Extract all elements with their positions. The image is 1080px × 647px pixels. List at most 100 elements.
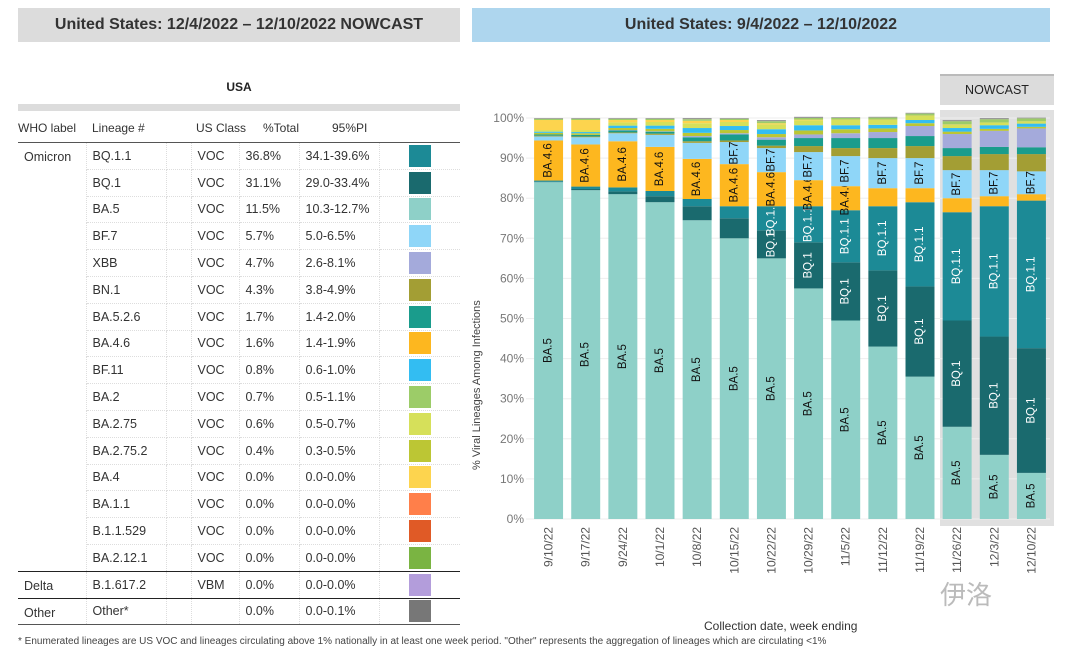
swatch-cell <box>379 384 460 411</box>
bar-segment <box>646 122 675 126</box>
bar-segment <box>571 187 600 189</box>
bar-label: BA.4.6 <box>728 168 740 203</box>
bar-segment <box>571 189 600 190</box>
x-tick-label: 11/12/22 <box>876 527 890 573</box>
pi-cell: 0.5-1.1% <box>299 384 379 411</box>
class-cell: VOC <box>191 223 239 250</box>
swatch-cell <box>379 330 460 357</box>
bar-label: BA.5 <box>1025 483 1037 508</box>
bar-segment <box>534 136 563 140</box>
swatch-cell <box>379 598 460 625</box>
lineage-cell: B.1.1.529 <box>86 518 166 545</box>
bar-segment <box>720 133 749 134</box>
bar-segment <box>794 130 823 134</box>
bar-segment <box>683 137 712 141</box>
bar-label: BQ.1.1 <box>840 218 852 254</box>
lineage-cell: Other* <box>86 598 166 625</box>
bar-segment <box>683 133 712 136</box>
lineage-cell: BA.5 <box>86 196 166 223</box>
bar-segment <box>868 128 897 132</box>
swatch-cell <box>379 169 460 196</box>
pi-cell: 0.0-0.0% <box>299 518 379 545</box>
class-cell: VOC <box>191 437 239 464</box>
swatch-cell <box>379 143 460 170</box>
bar-segment <box>794 120 823 125</box>
bar-label: BQ.1 <box>840 278 852 304</box>
x-tick-label: 10/29/22 <box>802 527 816 574</box>
bar-segment <box>943 132 972 134</box>
bar-segment <box>534 136 563 137</box>
color-swatch <box>409 413 431 435</box>
bar-segment <box>1017 127 1046 129</box>
bar-segment <box>571 120 600 130</box>
bar-segment <box>831 125 860 129</box>
bar-segment <box>831 120 860 125</box>
bar-label: BQ.1 <box>914 318 926 344</box>
right-panel-title: United States: 9/4/2022 – 12/10/2022 <box>472 8 1050 42</box>
class-cell: VOC <box>191 410 239 437</box>
bar-segment <box>534 120 563 130</box>
bar-segment <box>1017 128 1046 147</box>
y-tick-label: 10% <box>500 472 524 486</box>
bar-segment <box>571 135 600 137</box>
bar-segment <box>980 125 1009 129</box>
blank-cell <box>166 223 191 250</box>
blank-cell <box>166 303 191 330</box>
bar-label: BF.7 <box>914 162 926 185</box>
bar-segment <box>1017 147 1046 154</box>
x-tick-label: 11/19/22 <box>913 527 927 573</box>
bar-label: BA.4.6 <box>803 176 815 211</box>
bar-label: BQ.1.1 <box>1025 256 1037 292</box>
pct-total-cell: 0.0% <box>239 544 299 571</box>
bar-segment <box>534 118 563 119</box>
bar-segment <box>1017 121 1046 123</box>
who-label: Other <box>18 598 86 625</box>
class-cell: VOC <box>191 464 239 491</box>
bar-segment <box>646 120 675 122</box>
swatch-cell <box>379 571 460 598</box>
bar-label: BA.5 <box>877 420 889 445</box>
color-swatch <box>409 198 431 220</box>
color-swatch <box>409 466 431 488</box>
pi-cell: 0.0-0.1% <box>299 598 379 625</box>
bar-segment <box>683 128 712 133</box>
x-tick-label: 10/15/22 <box>727 527 741 574</box>
swatch-cell <box>379 357 460 384</box>
bar-segment <box>831 138 860 148</box>
bar-segment <box>571 132 600 133</box>
swatch-cell <box>379 437 460 464</box>
bar-segment <box>831 148 860 156</box>
bar-segment <box>608 187 637 191</box>
swatch-cell <box>379 196 460 223</box>
y-axis-label: % Viral Lineages Among Infections <box>471 300 483 470</box>
bar-segment <box>831 129 860 133</box>
bar-segment <box>720 126 749 130</box>
y-tick-label: 50% <box>500 312 524 326</box>
blank-cell <box>166 571 191 598</box>
color-swatch <box>409 574 431 596</box>
bar-segment <box>794 117 823 118</box>
swatch-cell <box>379 250 460 277</box>
region-label: USA <box>18 80 460 94</box>
bar-segment <box>943 198 972 212</box>
bar-segment <box>943 128 972 132</box>
color-swatch <box>409 600 431 622</box>
bar-segment <box>757 134 786 137</box>
bar-label: BQ.1 <box>803 252 815 278</box>
lineage-cell: XBB <box>86 250 166 277</box>
swatch-cell <box>379 464 460 491</box>
bar-segment <box>720 130 749 133</box>
blank-cell <box>166 491 191 518</box>
bar-segment <box>1017 118 1046 119</box>
bar-segment <box>608 128 637 130</box>
bar-segment <box>720 122 749 126</box>
bar-segment <box>608 132 637 133</box>
lineage-cell: BA.2 <box>86 384 166 411</box>
bar-label: BA.5 <box>654 348 666 373</box>
left-panel-title: United States: 12/4/2022 – 12/10/2022 NO… <box>18 8 460 42</box>
bar-segment <box>906 116 935 120</box>
pi-cell: 1.4-2.0% <box>299 303 379 330</box>
color-swatch <box>409 279 431 301</box>
bar-segment <box>720 119 749 120</box>
